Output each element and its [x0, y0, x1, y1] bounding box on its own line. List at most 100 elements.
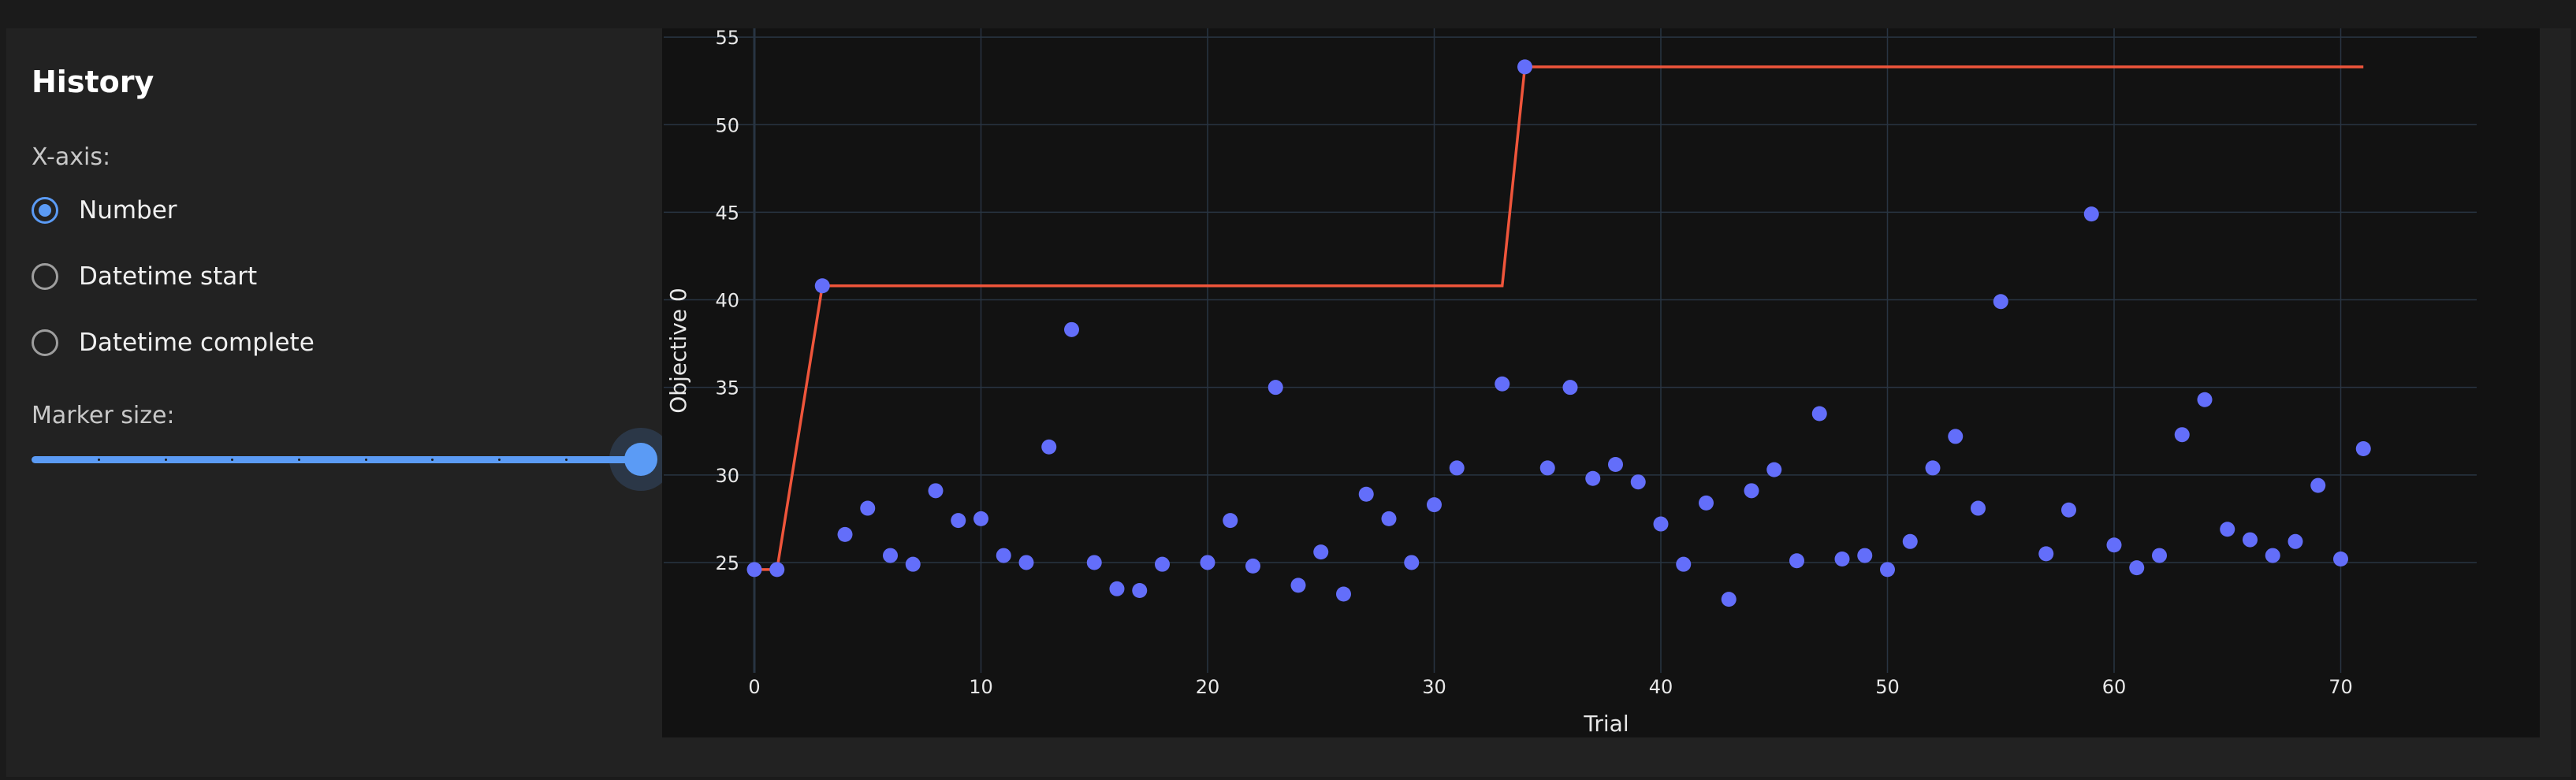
trial-point — [1223, 513, 1238, 529]
trial-point — [1018, 555, 1034, 570]
trial-point — [1585, 470, 1601, 486]
y-tick-label: 50 — [715, 114, 739, 136]
trial-point — [1381, 511, 1397, 526]
radio-datetime-complete-label: Datetime complete — [79, 329, 315, 357]
marker-size-slider-thumb[interactable] — [624, 443, 657, 476]
radio-checked-icon[interactable] — [32, 197, 58, 224]
history-plot-svg: 0 10 20 30 40 50 60 70 25 30 35 40 45 50 55 Trial Obje… — [664, 27, 2477, 737]
trial-point — [2152, 548, 2167, 563]
trial-point — [1857, 548, 1873, 563]
trial-point — [1086, 555, 1102, 570]
slider-tick-mark — [298, 459, 300, 461]
trial-point — [1268, 380, 1283, 396]
trial-point — [1676, 556, 1692, 572]
trial-point — [1971, 500, 1986, 516]
y-tick-label: 30 — [715, 465, 739, 487]
trial-point — [883, 548, 898, 563]
radio-number[interactable]: Number — [32, 192, 177, 228]
marker-size-slider-track[interactable] — [32, 456, 642, 463]
trial-point — [1041, 439, 1057, 455]
trial-point — [1811, 406, 1827, 422]
trial-point — [2220, 522, 2235, 537]
radio-unchecked-icon[interactable] — [32, 329, 58, 356]
trial-point — [1427, 497, 1442, 513]
trial-point — [1699, 495, 1714, 511]
trial-points-layer — [746, 59, 2371, 607]
trial-point — [1290, 578, 1306, 593]
trial-point — [1608, 456, 1623, 472]
marker-size-label: Marker size: — [32, 402, 175, 429]
radio-datetime-start[interactable]: Datetime start — [32, 258, 257, 295]
trial-point — [1064, 321, 1079, 337]
trial-point — [1358, 486, 1374, 502]
trial-point — [1495, 376, 1510, 392]
x-tick-label: 60 — [2102, 676, 2127, 698]
trial-point — [2265, 548, 2280, 563]
trial-point — [996, 548, 1011, 563]
trial-point — [1200, 555, 1215, 570]
trial-point — [1744, 483, 1759, 499]
trial-point — [1132, 583, 1148, 599]
trial-point — [1948, 429, 1964, 444]
x-tick-label: 20 — [1196, 676, 1220, 698]
slider-tick-mark — [165, 459, 167, 461]
trial-point — [1404, 555, 1420, 570]
trial-point — [1925, 460, 1941, 476]
slider-tick-mark — [498, 459, 501, 461]
radio-number-label: Number — [79, 196, 177, 225]
axis-layer: 0 10 20 30 40 50 60 70 25 30 35 40 45 50 55 — [715, 27, 2353, 698]
y-tick-label: 55 — [715, 28, 739, 49]
x-axis-title: Trial — [1583, 711, 1629, 737]
radio-unchecked-icon[interactable] — [32, 263, 58, 290]
x-tick-label: 40 — [1649, 676, 1673, 698]
trial-point — [1880, 562, 1895, 578]
trial-point — [2129, 560, 2145, 576]
trial-point — [2333, 552, 2348, 567]
grid-layer — [664, 28, 2477, 673]
trial-point — [2355, 440, 2371, 456]
slider-tick-mark — [565, 459, 568, 461]
y-axis-title: Objective 0 — [665, 288, 691, 413]
y-tick-label: 45 — [715, 202, 739, 224]
y-tick-label: 40 — [715, 290, 739, 312]
trial-point — [973, 511, 988, 526]
trial-point — [814, 278, 830, 294]
best-value-line-layer — [754, 65, 2364, 571]
trial-point — [2083, 206, 2099, 222]
y-tick-label: 35 — [715, 377, 739, 399]
x-tick-label: 10 — [969, 676, 993, 698]
trial-point — [2038, 546, 2054, 562]
trial-point — [1155, 556, 1170, 572]
trial-point — [746, 562, 762, 578]
trial-point — [2310, 477, 2326, 493]
trial-point — [1993, 294, 2008, 310]
trial-point — [1562, 380, 1578, 396]
trial-point — [1902, 533, 1918, 549]
radio-datetime-start-label: Datetime start — [79, 262, 258, 291]
y-tick-label: 25 — [715, 552, 739, 574]
trial-point — [837, 526, 853, 542]
trial-point — [1517, 59, 1532, 75]
slider-tick-mark — [365, 459, 367, 461]
trial-point — [1245, 558, 1260, 574]
slider-tick-mark — [431, 459, 434, 461]
radio-datetime-complete[interactable]: Datetime complete — [32, 325, 315, 361]
x-tick-label: 50 — [1875, 676, 1900, 698]
trial-point — [1834, 552, 1850, 567]
trial-point — [2061, 502, 2076, 518]
trial-point — [1449, 460, 1465, 476]
trial-point — [2174, 427, 2190, 443]
trial-point — [1630, 474, 1646, 490]
trial-point — [2288, 533, 2303, 549]
trial-point — [1766, 462, 1782, 477]
trial-point — [769, 562, 785, 578]
history-sidebar: History X-axis: Number Datetime start Da… — [6, 28, 672, 777]
x-tick-label: 70 — [2328, 676, 2353, 698]
trial-point — [951, 513, 966, 529]
x-tick-label: 0 — [748, 676, 760, 698]
trial-point — [2197, 392, 2213, 407]
xaxis-label: X-axis: — [32, 143, 111, 171]
history-chart: 0 10 20 30 40 50 60 70 25 30 35 40 45 50 55 Trial Obje… — [662, 27, 2540, 737]
history-title: History — [32, 65, 154, 99]
trial-point — [928, 483, 944, 499]
